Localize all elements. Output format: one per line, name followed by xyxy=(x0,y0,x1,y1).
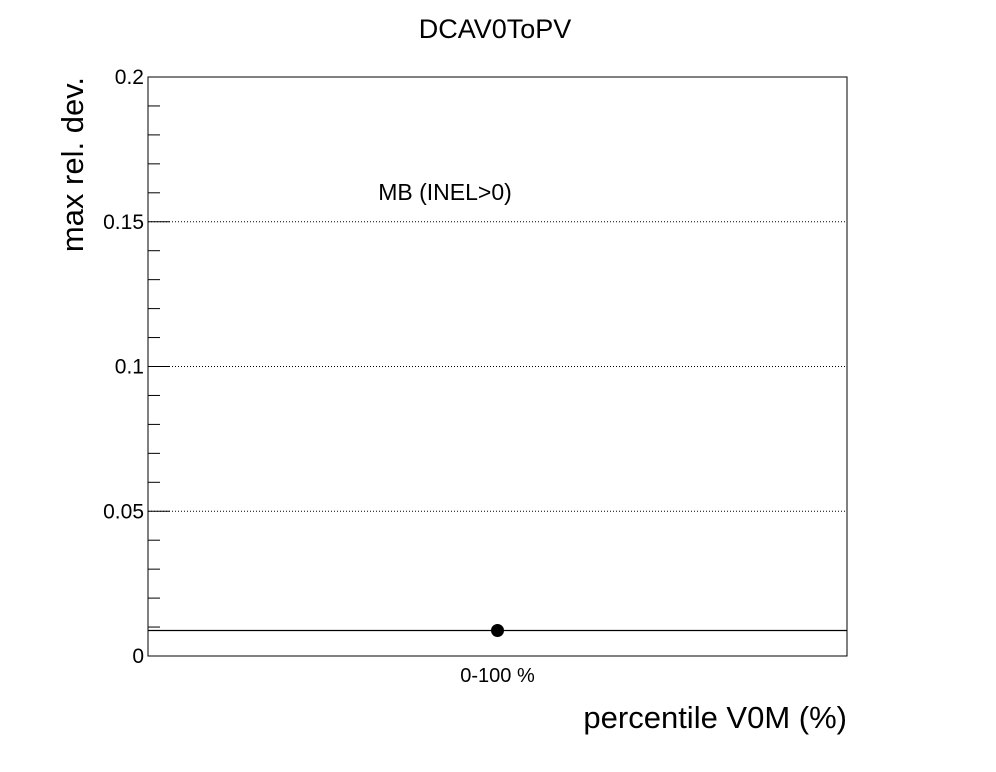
y-tick-label: 0 xyxy=(132,645,144,668)
data-points xyxy=(491,624,504,638)
y-tick-labels: 0 0.05 0.1 0.15 0.2 xyxy=(103,66,144,668)
x-tick-labels: 0-100 % xyxy=(460,665,535,687)
x-tick-label: 0-100 % xyxy=(460,665,535,687)
y-tick-label: 0.1 xyxy=(115,356,144,379)
y-axis-label: max rel. dev. xyxy=(55,77,90,252)
x-axis-label: percentile V0M (%) xyxy=(583,700,847,735)
y-tick-label: 0.05 xyxy=(103,500,144,523)
y-tick-label: 0.15 xyxy=(103,211,144,234)
chart-title: DCAV0ToPV xyxy=(419,14,572,44)
annotation-label: MB (INEL>0) xyxy=(378,179,512,205)
y-grid xyxy=(148,76,847,657)
plot-frame xyxy=(147,76,848,657)
data-point xyxy=(491,624,504,638)
y-minor-ticks xyxy=(148,105,160,628)
y-tick-label: 0.2 xyxy=(115,66,144,89)
